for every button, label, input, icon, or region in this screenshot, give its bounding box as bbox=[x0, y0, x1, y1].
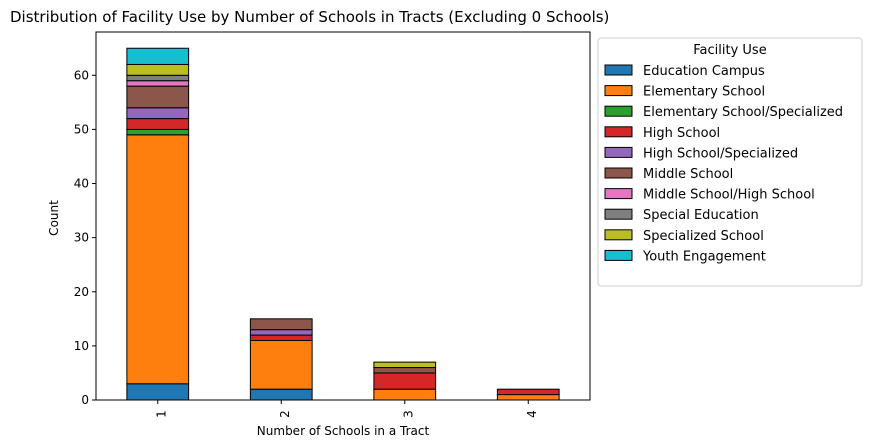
bar-segment-3-3 bbox=[373, 372, 437, 390]
chart-title: Distribution of Facility Use by Number o… bbox=[10, 8, 609, 26]
x-tick-label-3: 3 bbox=[401, 410, 415, 418]
y-tick-label-30: 30 bbox=[74, 231, 89, 245]
bar-segment-1-8 bbox=[126, 63, 190, 76]
legend-swatch-0 bbox=[604, 64, 633, 76]
bar-segment-1-3 bbox=[126, 118, 190, 130]
legend-box bbox=[597, 37, 863, 287]
legend-entry-1: Elementary School bbox=[643, 85, 765, 100]
bar-segment-2-3 bbox=[249, 334, 313, 341]
bar-segment-1-7 bbox=[126, 74, 190, 82]
legend-entry-5: Middle School bbox=[643, 167, 733, 182]
legend-entry-3: High School bbox=[643, 126, 720, 141]
legend-entry-6: Middle School/High School bbox=[643, 188, 815, 203]
y-tick-label-50: 50 bbox=[74, 122, 89, 136]
bar-segment-2-1 bbox=[249, 339, 313, 390]
bar-segment-2-4 bbox=[249, 329, 313, 336]
legend-swatch-5 bbox=[604, 167, 633, 179]
legend-entry-8: Specialized School bbox=[643, 229, 764, 244]
bar-segment-1-4 bbox=[126, 107, 190, 120]
bar-segment-3-1 bbox=[373, 388, 437, 401]
bar-segment-3-8 bbox=[373, 361, 437, 369]
legend-swatch-1 bbox=[604, 85, 633, 97]
legend-swatch-8 bbox=[604, 229, 633, 241]
x-tick-label-2: 2 bbox=[278, 410, 292, 418]
bar-segment-2-5 bbox=[249, 318, 313, 331]
bar-segment-4-3 bbox=[496, 388, 560, 396]
y-tick-label-40: 40 bbox=[74, 177, 89, 191]
x-axis-label: Number of Schools in a Tract bbox=[257, 424, 430, 438]
legend-entry-2: Elementary School/Specialized bbox=[643, 105, 843, 120]
legend-swatch-6 bbox=[604, 188, 633, 200]
y-tick-label-60: 60 bbox=[74, 68, 89, 82]
bar-segment-1-2 bbox=[126, 128, 190, 136]
y-tick-label-10: 10 bbox=[74, 339, 89, 353]
x-tick-label-4: 4 bbox=[525, 410, 539, 418]
legend-title: Facility Use bbox=[693, 43, 766, 58]
legend-swatch-9 bbox=[604, 249, 633, 261]
y-tick-label-0: 0 bbox=[81, 393, 89, 407]
x-tick-label-1: 1 bbox=[154, 410, 168, 418]
bar-segment-1-0 bbox=[126, 383, 190, 401]
legend-entry-4: High School/Specialized bbox=[643, 146, 798, 161]
legend-entry-9: Youth Engagement bbox=[642, 249, 766, 264]
legend-entry-7: Special Education bbox=[643, 208, 759, 223]
legend-swatch-3 bbox=[604, 126, 633, 138]
bar-segment-1-9 bbox=[126, 47, 190, 65]
legend-entry-0: Education Campus bbox=[643, 64, 765, 79]
bar-segment-1-1 bbox=[126, 134, 190, 385]
y-axis-label: Count bbox=[47, 200, 61, 236]
legend-swatch-4 bbox=[604, 146, 633, 158]
legend-swatch-2 bbox=[604, 105, 633, 117]
bar-segment-1-5 bbox=[126, 85, 190, 109]
legend: Facility Use Education Campus Elementary S… bbox=[597, 37, 863, 287]
bar-segment-4-1 bbox=[496, 394, 560, 401]
plot-frame bbox=[95, 31, 591, 401]
bar-segment-1-6 bbox=[126, 80, 190, 87]
bar-segment-3-5 bbox=[373, 367, 437, 374]
legend-swatch-7 bbox=[604, 208, 633, 220]
y-tick-label-20: 20 bbox=[74, 285, 89, 299]
bar-segment-2-0 bbox=[249, 388, 313, 401]
